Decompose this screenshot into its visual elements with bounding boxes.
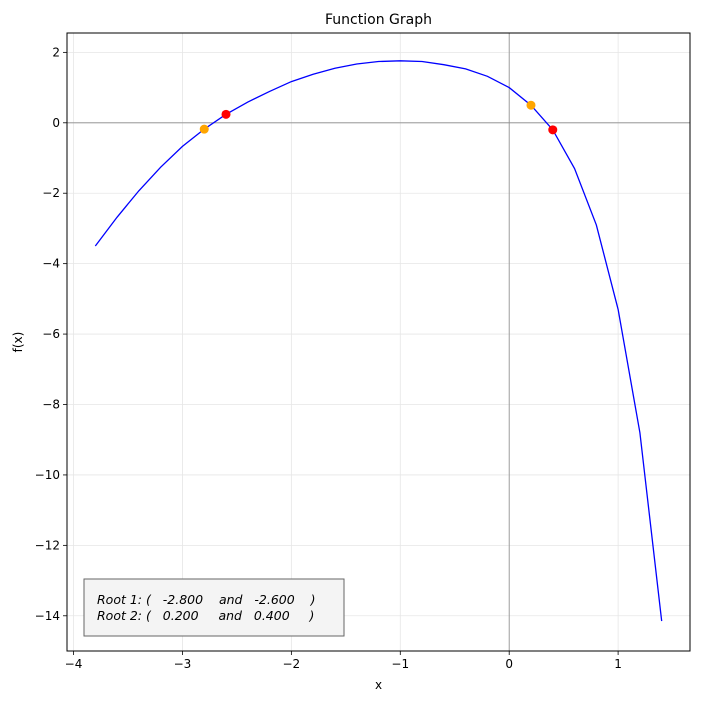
y-tick-label: −2 bbox=[42, 186, 60, 200]
y-tick-label: 0 bbox=[52, 116, 60, 130]
y-axis-ticks: 2 0 −2 −4 −6 −8 −10 −12 −14 bbox=[35, 45, 67, 623]
root-point-3 bbox=[526, 100, 536, 110]
y-tick-label: −14 bbox=[35, 609, 60, 623]
reference-lines bbox=[67, 33, 690, 651]
y-tick-label: 2 bbox=[52, 45, 60, 59]
y-tick-label: −8 bbox=[42, 398, 60, 412]
x-tick-label: 1 bbox=[614, 657, 622, 671]
root-point-4 bbox=[548, 125, 558, 135]
annotation-root-2: Root 2: ( 0.200 and 0.400 ) bbox=[97, 608, 314, 623]
function-curve bbox=[94, 60, 663, 622]
plot-frame bbox=[66, 32, 691, 652]
x-tick-label: −1 bbox=[391, 657, 409, 671]
grid-lines bbox=[67, 33, 690, 651]
annotation-root-1: Root 1: ( -2.800 and -2.600 ) bbox=[97, 592, 315, 607]
x-tick-label: −2 bbox=[283, 657, 301, 671]
x-tick-label: −4 bbox=[65, 657, 83, 671]
roots-annotation-box: Root 1: ( -2.800 and -2.600 ) Root 2: ( … bbox=[83, 578, 345, 637]
chart-title: Function Graph bbox=[325, 12, 432, 28]
y-tick-label: −10 bbox=[35, 468, 60, 482]
x-tick-label: −3 bbox=[174, 657, 192, 671]
function-curve-line bbox=[94, 60, 663, 622]
root-point-1 bbox=[199, 124, 209, 134]
y-tick-label: −6 bbox=[42, 327, 60, 341]
y-tick-label: −4 bbox=[42, 257, 60, 271]
x-axis-ticks: −4 −3 −2 −1 0 1 bbox=[65, 651, 622, 671]
annotation-box-bg bbox=[83, 578, 345, 637]
root-bracket-points bbox=[199, 100, 558, 135]
x-axis-label: x bbox=[375, 678, 382, 692]
y-axis-label: f(x) bbox=[11, 332, 25, 353]
x-tick-label: 0 bbox=[505, 657, 513, 671]
y-tick-label: −12 bbox=[35, 538, 60, 552]
root-point-2 bbox=[221, 109, 231, 119]
